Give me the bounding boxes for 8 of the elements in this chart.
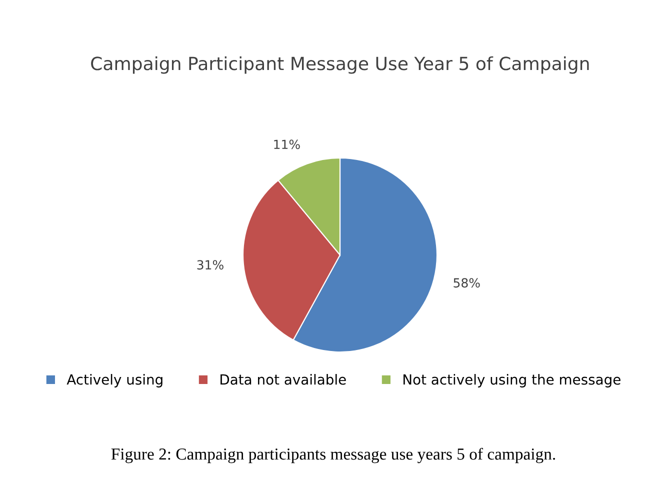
chart-title: Campaign Participant Message Use Year 5 of Campaign bbox=[91, 56, 589, 74]
legend-label: Not actively using the message bbox=[404, 374, 620, 388]
caption: Figure 2: Campaign participants message use years 5 of campaign. bbox=[111, 448, 556, 464]
legend-label: Actively using bbox=[66, 374, 162, 388]
legend-label: Data not available bbox=[220, 374, 346, 385]
data-label: 58% bbox=[454, 278, 480, 288]
data-label: 31% bbox=[197, 260, 224, 270]
data-label: 11% bbox=[274, 140, 300, 150]
